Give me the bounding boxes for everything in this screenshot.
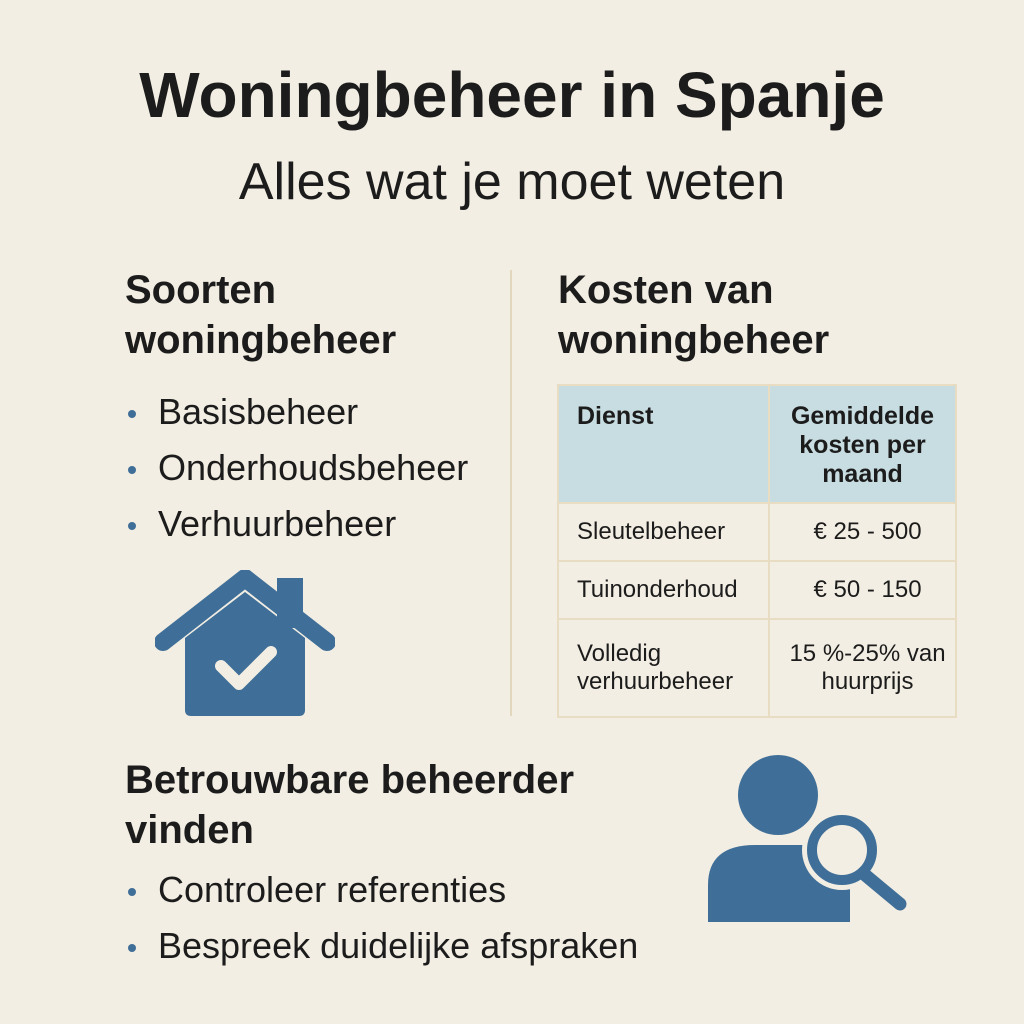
table-header: Gemiddelde kosten per maand: [768, 384, 957, 504]
house-icon: [155, 570, 335, 716]
title: Woningbeheer in Spanje: [139, 59, 885, 131]
table-cell: € 50 - 150: [768, 560, 957, 620]
table-cell: Sleutelbeheer: [557, 502, 770, 562]
person-search-icon: [708, 755, 907, 922]
section-heading: Soorten woningbeheer: [125, 268, 397, 362]
bullet: Controleer referenties: [125, 862, 638, 918]
section-heading: Kosten van woningbeheer: [558, 268, 830, 362]
section-heading: Betrouwbare beheerder vinden: [125, 758, 575, 852]
bullet-list: Controleer referenties Bespreek duidelij…: [125, 862, 638, 974]
cost-table: Dienst Gemiddelde kosten per maand Sleut…: [557, 384, 957, 718]
table-cell: 15 %-25% van huurprijs: [768, 618, 957, 718]
bullet: Basisbeheer: [125, 384, 468, 440]
divider: [510, 270, 512, 716]
table-cell: € 25 - 500: [768, 502, 957, 562]
table-header: Dienst: [557, 384, 770, 504]
bullet: Onderhoudsbeheer: [125, 440, 468, 496]
subtitle: Alles wat je moet weten: [238, 153, 786, 211]
bullet-list: Basisbeheer Onderhoudsbeheer Verhuurbehe…: [125, 384, 468, 552]
table-cell: Volledig verhuurbeheer: [557, 618, 770, 718]
table-cell: Tuinonderhoud: [557, 560, 770, 620]
bullet: Verhuurbeheer: [125, 496, 468, 552]
bullet: Bespreek duidelijke afspraken: [125, 918, 638, 974]
